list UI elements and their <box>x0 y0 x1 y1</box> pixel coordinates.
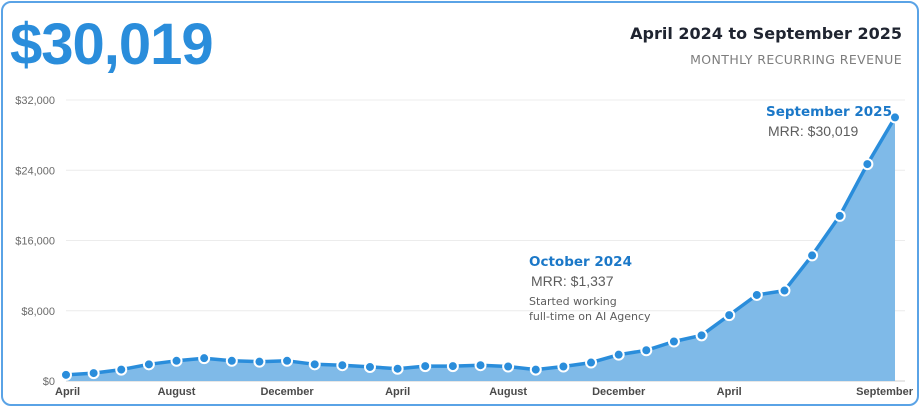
data-point <box>502 360 515 373</box>
y-tick-label: $8,000 <box>21 306 55 318</box>
data-point <box>115 363 128 376</box>
data-point <box>612 348 625 361</box>
data-points <box>60 111 901 381</box>
data-point <box>391 362 404 375</box>
x-tick-label: April <box>385 386 410 398</box>
data-point <box>363 360 376 373</box>
y-tick-label: $32,000 <box>15 95 55 107</box>
x-tick-label: April <box>717 386 742 398</box>
data-point <box>806 249 819 262</box>
data-point <box>585 356 598 369</box>
data-point <box>640 344 653 357</box>
data-point <box>667 335 680 348</box>
data-point <box>778 284 791 297</box>
data-point <box>723 309 736 322</box>
mrr-area-fill <box>66 117 895 382</box>
data-point <box>60 368 72 381</box>
y-tick-label: $24,000 <box>15 165 55 177</box>
x-tick-label: December <box>260 386 314 398</box>
y-axis: $0 $8,000 $16,000 $24,000 $32,000 <box>15 95 55 388</box>
data-point <box>833 209 846 222</box>
chart-subtitle: MONTHLY RECURRING REVENUE <box>690 52 902 67</box>
current-mrr-value: $30,019 <box>10 12 214 77</box>
x-tick-label: December <box>592 386 646 398</box>
annotation-oct-2024-note-line-2: full-time on AI Agency <box>529 310 651 323</box>
data-point <box>695 329 708 342</box>
data-point <box>529 363 542 376</box>
annotation-oct-2024-mrr: MRR: $1,337 <box>531 273 614 289</box>
data-point <box>281 354 294 367</box>
x-tick-label: April <box>55 386 80 398</box>
annotation-oct-2024-note-line-1: Started working <box>529 295 617 308</box>
data-point <box>750 288 763 301</box>
data-point <box>889 111 901 124</box>
data-point <box>198 352 211 365</box>
y-tick-label: $0 <box>43 376 55 388</box>
data-point <box>474 359 487 372</box>
data-point <box>336 359 349 372</box>
data-point <box>861 158 874 171</box>
x-axis: April August December April August December Ap… <box>55 386 914 398</box>
data-point <box>87 367 100 380</box>
annotation-sep-2025-title: September 2025 <box>766 104 892 120</box>
data-point <box>225 354 238 367</box>
data-point <box>170 354 183 367</box>
data-point <box>308 358 321 371</box>
x-tick-label: September <box>856 386 914 398</box>
data-point <box>446 360 459 373</box>
data-point <box>557 360 570 373</box>
annotation-sep-2025-mrr: MRR: $30,019 <box>768 123 858 139</box>
annotation-oct-2024-title: October 2024 <box>529 254 632 270</box>
data-point <box>142 358 155 371</box>
x-tick-label: August <box>158 386 196 398</box>
data-point <box>419 360 432 373</box>
annotations: October 2024 MRR: $1,337 Started working… <box>529 104 892 323</box>
y-tick-label: $16,000 <box>15 236 55 248</box>
data-point <box>253 355 266 368</box>
x-tick-label: August <box>489 386 527 398</box>
date-range-title: April 2024 to September 2025 <box>630 24 902 43</box>
